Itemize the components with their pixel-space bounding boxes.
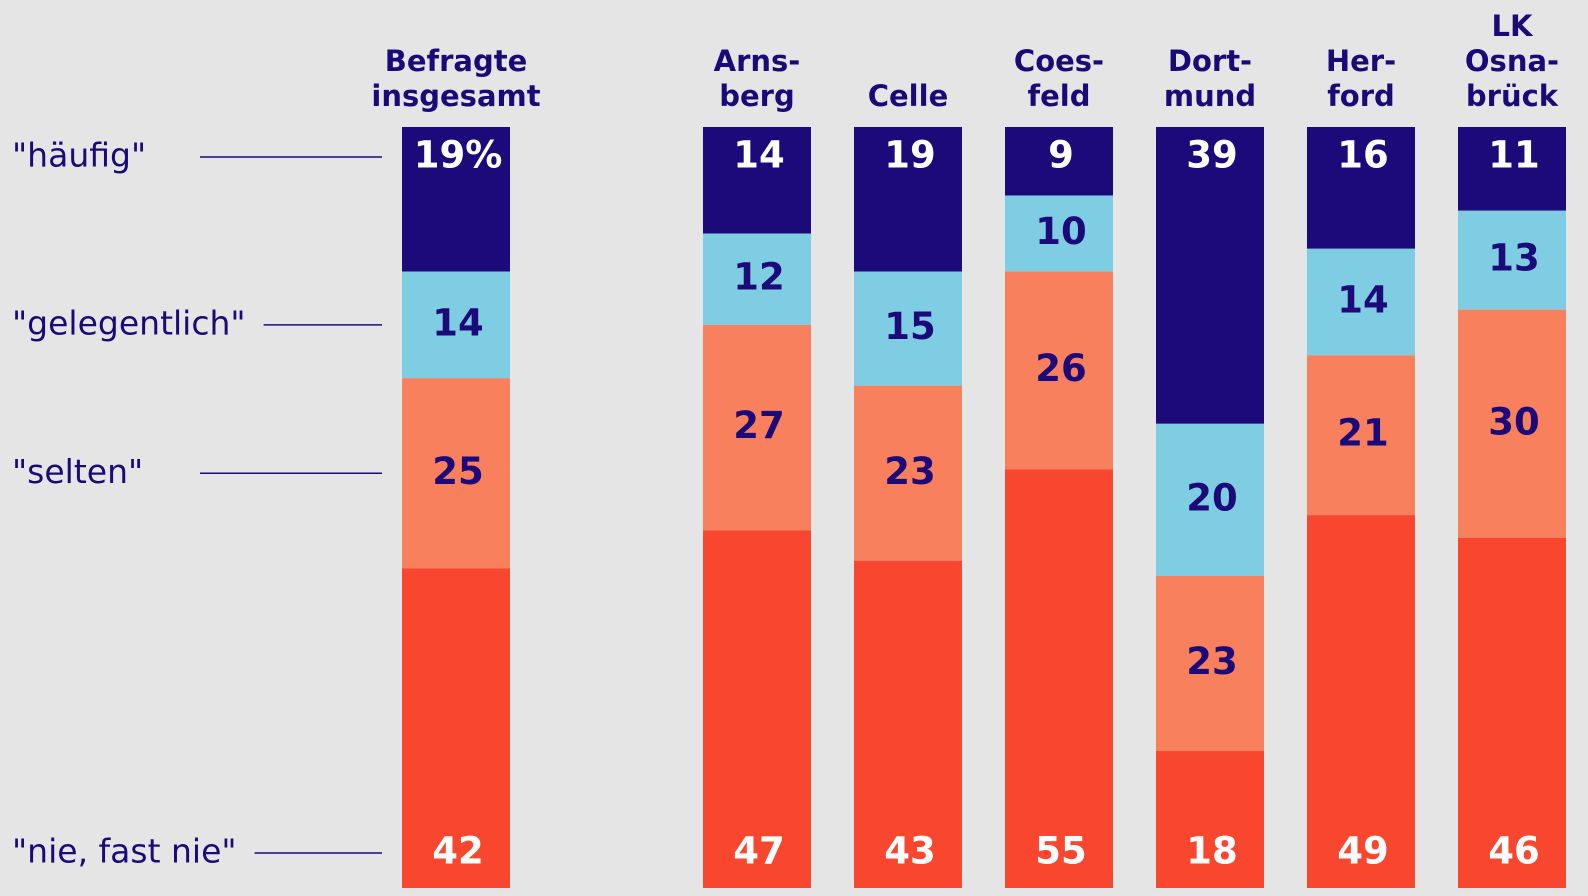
legend-label: "nie, fast nie" [12,832,237,871]
category-label: Coes- [1014,44,1104,78]
bar-segment [1458,309,1566,538]
legend-label: "selten" [12,452,143,491]
category-label: Celle [868,79,949,113]
value-label: 23 [884,450,936,493]
category-label: Befragte [385,44,528,78]
bar-segment [703,530,811,888]
value-label: 26 [1035,347,1087,390]
bar-segment [1458,537,1566,888]
category-label: insgesamt [371,79,540,113]
value-label: 19 [884,134,936,177]
bar-segment [1005,469,1113,888]
value-label: 49 [1337,830,1389,873]
value-label: 42 [432,830,484,873]
value-label: 14 [733,134,785,177]
value-label: 25 [432,450,484,493]
bar-segment [1005,127,1113,196]
bar-segment [1307,127,1415,249]
category-label: Arns- [714,44,801,78]
value-label: 23 [1186,640,1238,683]
value-label: 16 [1337,134,1389,177]
bar-segment [1307,355,1415,516]
bar-segment [1156,751,1264,888]
value-label: 14 [1337,279,1389,322]
category-label: LK [1492,9,1534,43]
legend-label: "gelegentlich" [12,303,246,342]
category-label: Dort- [1168,44,1252,78]
value-label: 39 [1186,134,1238,177]
value-label: 11 [1488,134,1540,177]
bar-segment [854,127,962,272]
bar-segment [402,378,510,569]
bar-segment [1156,423,1264,576]
legend-label: "häufig" [12,136,146,175]
value-label: 55 [1035,830,1087,873]
value-label: 20 [1186,476,1238,519]
category-label: mund [1164,79,1256,113]
bar-segment [402,127,510,272]
value-label: 19% [414,134,503,177]
value-label: 14 [432,301,484,344]
value-label: 18 [1186,830,1238,873]
value-label: 13 [1488,237,1540,280]
bar-segment [1458,127,1566,211]
value-label: 15 [884,305,936,348]
bar-segment [854,385,962,561]
bar-segment [1156,127,1264,424]
bar-segment [703,233,811,325]
category-label: feld [1028,79,1091,113]
value-label: 21 [1337,412,1389,455]
bar-segment [1005,271,1113,470]
bar-segment [854,560,962,888]
bar-segment [1156,575,1264,752]
bar-segment [1307,515,1415,888]
category-label: ford [1327,79,1395,113]
category-label: berg [719,79,795,113]
bar-segment [1307,248,1415,356]
value-label: 47 [733,830,785,873]
bar-segment [402,568,510,888]
value-label: 30 [1488,400,1540,443]
bar-segment [703,324,811,531]
value-label: 12 [733,256,785,299]
value-label: 43 [884,830,936,873]
bar-segment [854,271,962,386]
category-label: Osna- [1465,44,1559,78]
value-label: 27 [733,404,785,447]
bar-segment [703,127,811,234]
bar-segment [1458,210,1566,310]
bar-segment [1005,195,1113,272]
category-label: Her- [1326,44,1396,78]
category-label: brück [1466,79,1559,113]
bar-segment [402,271,510,379]
value-label: 9 [1048,134,1074,177]
value-label: 46 [1488,830,1540,873]
value-label: 10 [1035,210,1087,253]
